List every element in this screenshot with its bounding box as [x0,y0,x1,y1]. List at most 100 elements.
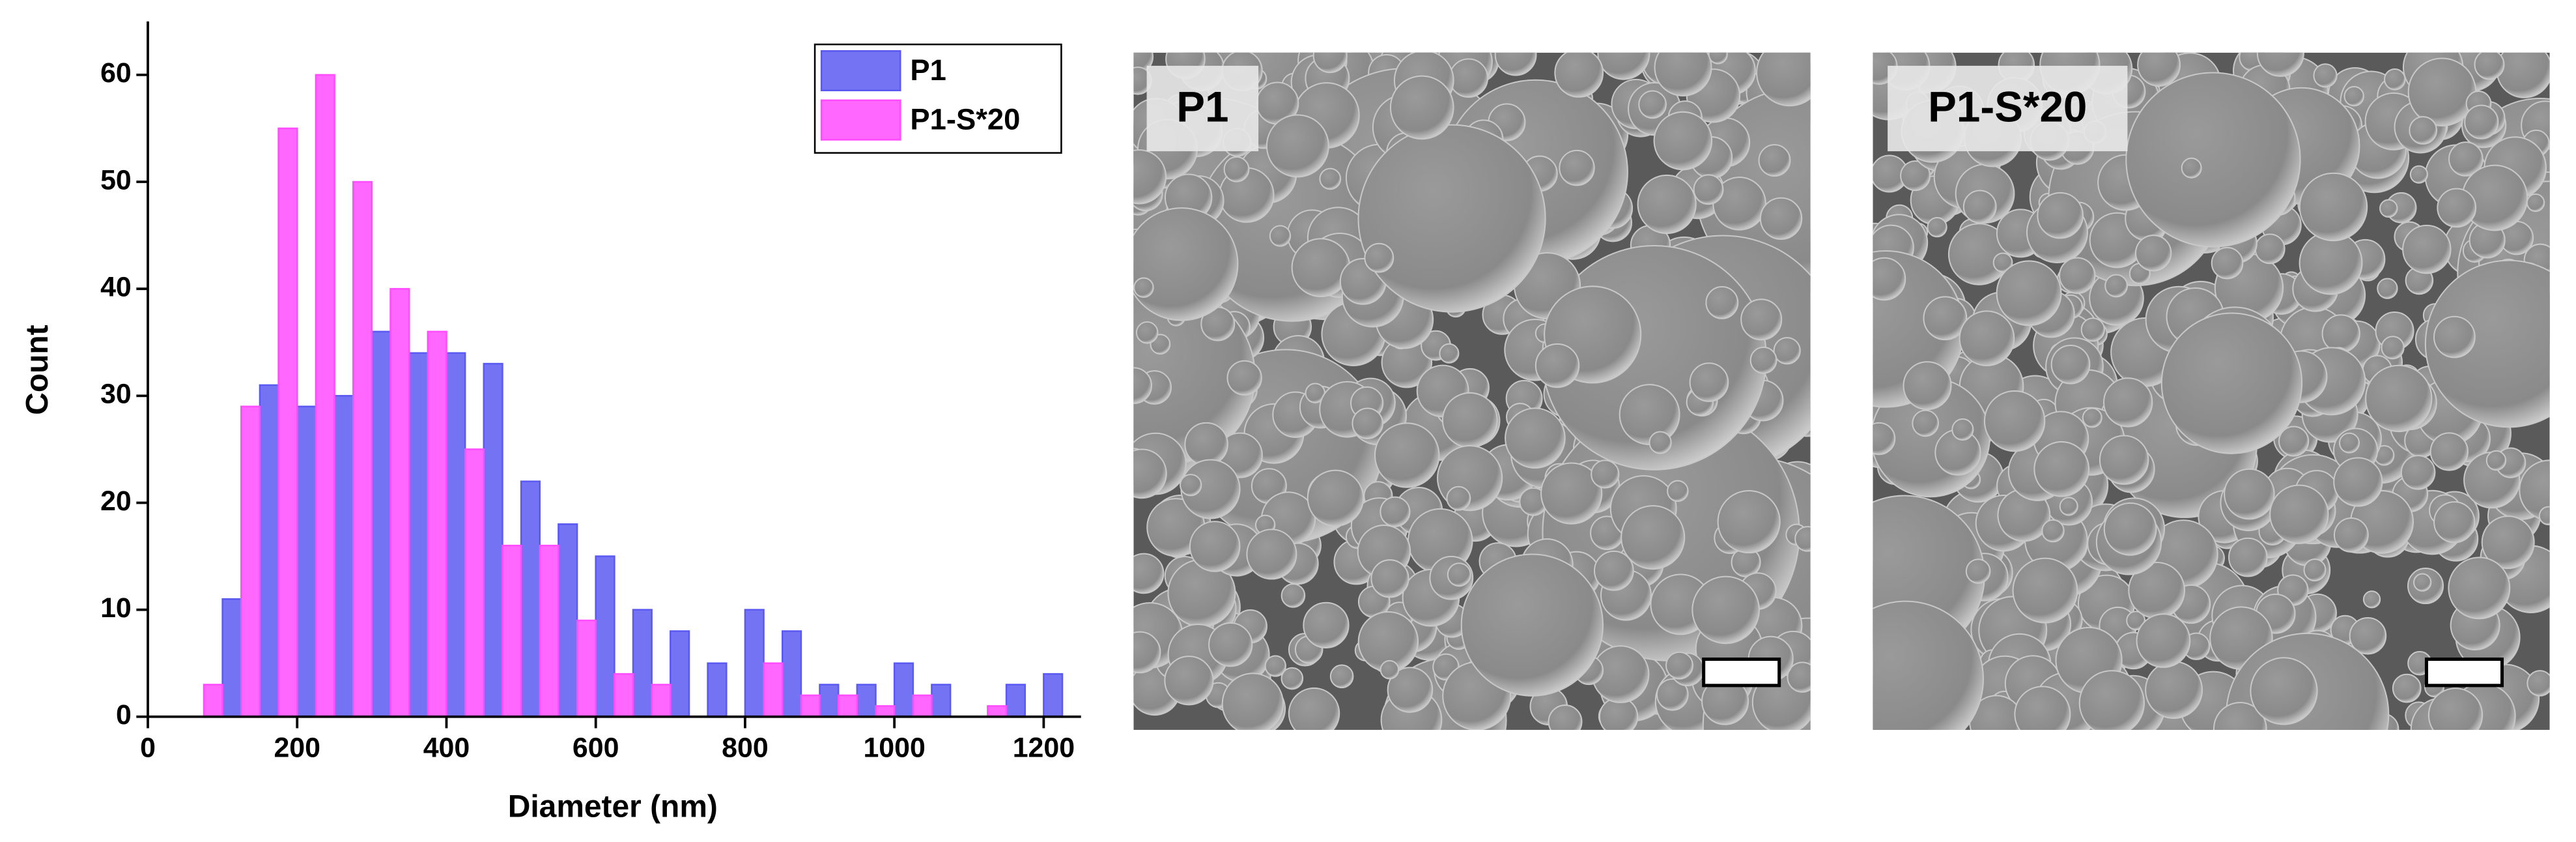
particle [2136,613,2191,668]
particle [1621,505,1686,570]
y-tick-label: 40 [100,272,132,303]
bar [595,555,616,718]
particle [2526,193,2545,212]
x-tick-label: 1000 [863,733,925,764]
bar [464,448,485,718]
particle [2303,559,2327,582]
particle [2362,590,2381,609]
bar [576,619,597,718]
x-tick-label: 1200 [1013,733,1075,764]
bar [352,181,373,718]
particle [1693,174,1724,205]
particle [2134,235,2172,272]
bar [203,684,223,718]
particle [1740,298,1783,341]
particle [1962,190,1997,224]
particle [2211,246,2244,280]
particle [1208,622,1253,667]
particle [1494,52,1537,76]
particle [2078,670,2145,730]
particle [2103,502,2157,556]
particle [2269,484,2329,544]
particle [1705,285,1739,319]
particle [1756,52,1811,107]
particle [2278,426,2310,457]
particle [1281,583,1306,608]
particle [2059,257,2096,295]
particle [1903,361,1952,411]
bar [240,405,261,718]
bar [763,662,784,718]
particle [2041,519,2065,543]
particle [2059,497,2078,516]
y-tick-label: 30 [100,379,132,410]
particle [1133,207,1239,321]
bar [819,684,840,718]
particle [1965,559,1991,584]
particle [1180,474,1202,497]
particle [1226,360,1262,396]
particle [2448,557,2511,620]
x-tick-label: 0 [140,733,156,764]
particle [2349,617,2387,655]
particle [2402,224,2452,274]
particle [1708,52,1728,65]
particle [1992,252,2013,273]
bar [614,673,634,718]
particle [1380,660,1400,680]
particle [1133,631,1161,674]
bar [259,384,279,718]
particle [1554,52,1604,98]
particle [2409,116,2438,145]
particle [1959,310,2015,367]
particle [2339,432,2360,454]
particle [2381,336,2405,360]
bar [315,74,335,718]
particle [1447,562,1471,587]
particle [1133,277,1154,298]
particle [1540,462,1603,525]
particle [1221,673,1284,730]
particle [1559,149,1595,186]
image-label: P1-S*20 [1928,83,2087,130]
bar [856,684,877,718]
particle [1656,678,1689,711]
bar [632,609,653,718]
particle [2250,657,2318,725]
sem-image [1133,52,1811,730]
particle [2228,537,2268,577]
particle [1246,529,1297,580]
particle [2365,364,2433,433]
particle [1380,496,1411,527]
particle [2256,52,2304,77]
particle [1548,704,1583,730]
particle [1591,459,1620,489]
particle [1912,409,1940,437]
particle [2033,441,2090,497]
particle [2400,455,2436,490]
particle [1759,197,1803,240]
particle [1307,469,1365,527]
scale-bar [2424,657,2504,688]
particle [2014,686,2071,730]
particle [1135,321,1159,344]
particle [2037,192,2084,239]
particle [1665,651,1693,680]
bar [651,684,672,718]
particle [1749,346,1777,374]
bar [446,352,466,718]
particle [2526,670,2550,697]
particle [2012,557,2078,624]
particle [2313,63,2338,88]
particle [1717,489,1781,554]
x-tick-label: 800 [722,733,769,764]
particle [2082,407,2102,428]
particle [1773,337,1801,365]
particle [1794,526,1811,552]
y-tick-label: 60 [100,57,132,89]
particle [2433,315,2476,358]
particle [1364,242,1394,273]
particle [2137,52,2181,87]
particle [2126,611,2146,631]
particle [1184,422,1228,467]
